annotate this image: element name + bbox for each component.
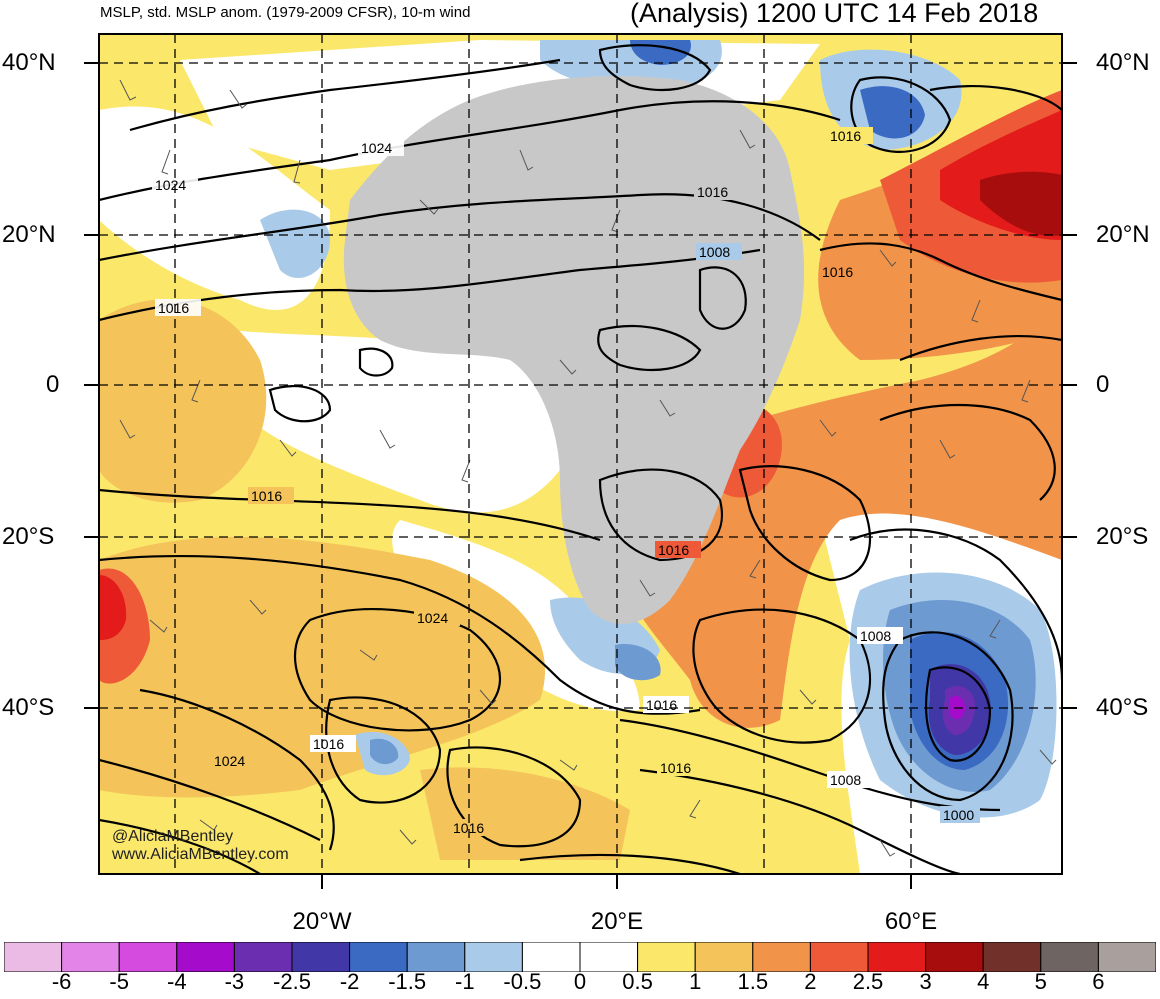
colorbar-tick-label: -0.5 (503, 969, 542, 994)
lat-label-right: 40°S (1096, 694, 1149, 721)
contour-label: 1000 (943, 807, 974, 823)
colorbar-swatch (118, 942, 178, 972)
lat-label-left: 20°N (2, 221, 56, 248)
colorbar-tick-label: -3 (224, 969, 245, 994)
contour-label: 1016 (453, 820, 484, 836)
colorbar-swatch (61, 942, 120, 972)
colorbar-swatch (579, 942, 639, 972)
axis-ticks (84, 62, 1077, 889)
colorbar-tick-label: 0 (573, 969, 587, 994)
lon-label: 20°E (590, 908, 644, 935)
colorbar-swatch (982, 942, 1042, 972)
contour-label: 1016 (658, 542, 689, 558)
colorbar-swatch (233, 942, 293, 972)
mslp-contours (99, 44, 1062, 874)
author-credit: @AliciaMBentley www.AliciaMBentley.com (112, 828, 289, 864)
lat-label-left: 40°S (2, 694, 55, 721)
lat-label-left: 0 (46, 371, 60, 398)
contour-label: 1008 (860, 628, 891, 644)
contour-label: 1024 (214, 753, 245, 769)
colorbar-tick-label: -5 (109, 969, 129, 994)
colorbar-swatch (176, 942, 235, 972)
graticule (99, 34, 1062, 874)
analysis-time: (Analysis) 1200 UTC 14 Feb 2018 (630, 0, 1039, 28)
colorbar-swatch (867, 942, 927, 972)
colorbar-swatch (1040, 942, 1099, 972)
colorbar-tick-label: 1 (689, 969, 702, 994)
contour-label: 1024 (361, 140, 392, 156)
colorbar-tick-label: -1 (455, 969, 475, 994)
lat-label-left: 20°S (2, 523, 55, 550)
colorbar-tick-label: 1.5 (737, 969, 769, 994)
colorbar-tick-label: 4 (977, 969, 990, 994)
contour-labels: 1024 1024 1016 1016 1008 1016 1016 1016 … (152, 127, 980, 836)
contour-label: 1024 (417, 610, 448, 626)
colorbar-swatch (694, 942, 754, 972)
lat-label-right: 0 (1096, 371, 1110, 398)
colorbar-swatch (406, 942, 466, 972)
africa-land (343, 76, 805, 624)
contour-label: 1016 (251, 488, 282, 504)
lat-label-left: 40°N (2, 49, 56, 76)
colorbar-tick-label: 5 (1034, 969, 1047, 994)
lat-label-right: 40°N (1096, 49, 1150, 76)
lat-label-right: 20°N (1096, 221, 1150, 248)
colorbar-tick-label: 3 (919, 969, 932, 994)
colorbar-tick-label: -1.5 (388, 969, 427, 994)
contour-label: 1024 (155, 177, 186, 193)
colorbar-swatch (752, 942, 811, 972)
colorbar-swatch (349, 942, 408, 972)
colorbar-swatch (925, 942, 984, 972)
lat-label-right: 20°S (1096, 523, 1149, 550)
colorbar-swatch (637, 942, 696, 972)
colorbar-tick-label: -4 (167, 969, 187, 994)
colorbar-tick-label: -6 (51, 969, 72, 994)
contour-label: 1008 (699, 244, 730, 260)
colorbar-tick-label: 6 (1092, 969, 1105, 994)
colorbar-swatch (4, 942, 63, 972)
contour-label: 1016 (697, 184, 728, 200)
colorbar-swatch (1097, 942, 1156, 972)
contour-label: 1008 (830, 772, 861, 788)
colorbar-tick-label: 2.5 (852, 969, 884, 994)
lon-label: 60°E (884, 908, 938, 935)
contour-label: 1016 (660, 760, 691, 776)
colorbar (4, 942, 1156, 972)
colorbar-tick-label: -2 (339, 969, 360, 994)
colorbar-swatch (521, 942, 581, 972)
map-title: MSLP, std. MSLP anom. (1979-2009 CFSR), … (100, 4, 471, 21)
credit-website: www.AliciaMBentley.com (112, 846, 289, 863)
lon-label: 20°W (292, 908, 352, 935)
wind-barbs (119, 79, 1057, 857)
map-frame (98, 33, 1063, 875)
colorbar-tick-label: -2.5 (273, 969, 311, 994)
contour-label: 1016 (158, 300, 189, 316)
contour-label: 1016 (830, 128, 861, 144)
colorbar-tick-label: 2 (804, 969, 817, 994)
contour-label: 1016 (822, 264, 853, 280)
credit-handle: @AliciaMBentley (112, 828, 234, 845)
colorbar-swatch (464, 942, 523, 972)
colorbar-tick-label: 0.5 (622, 969, 653, 994)
contour-label: 1016 (313, 736, 344, 752)
colorbar-swatch (291, 942, 351, 972)
colorbar-swatch (809, 942, 869, 972)
contour-label: 1016 (646, 697, 677, 713)
